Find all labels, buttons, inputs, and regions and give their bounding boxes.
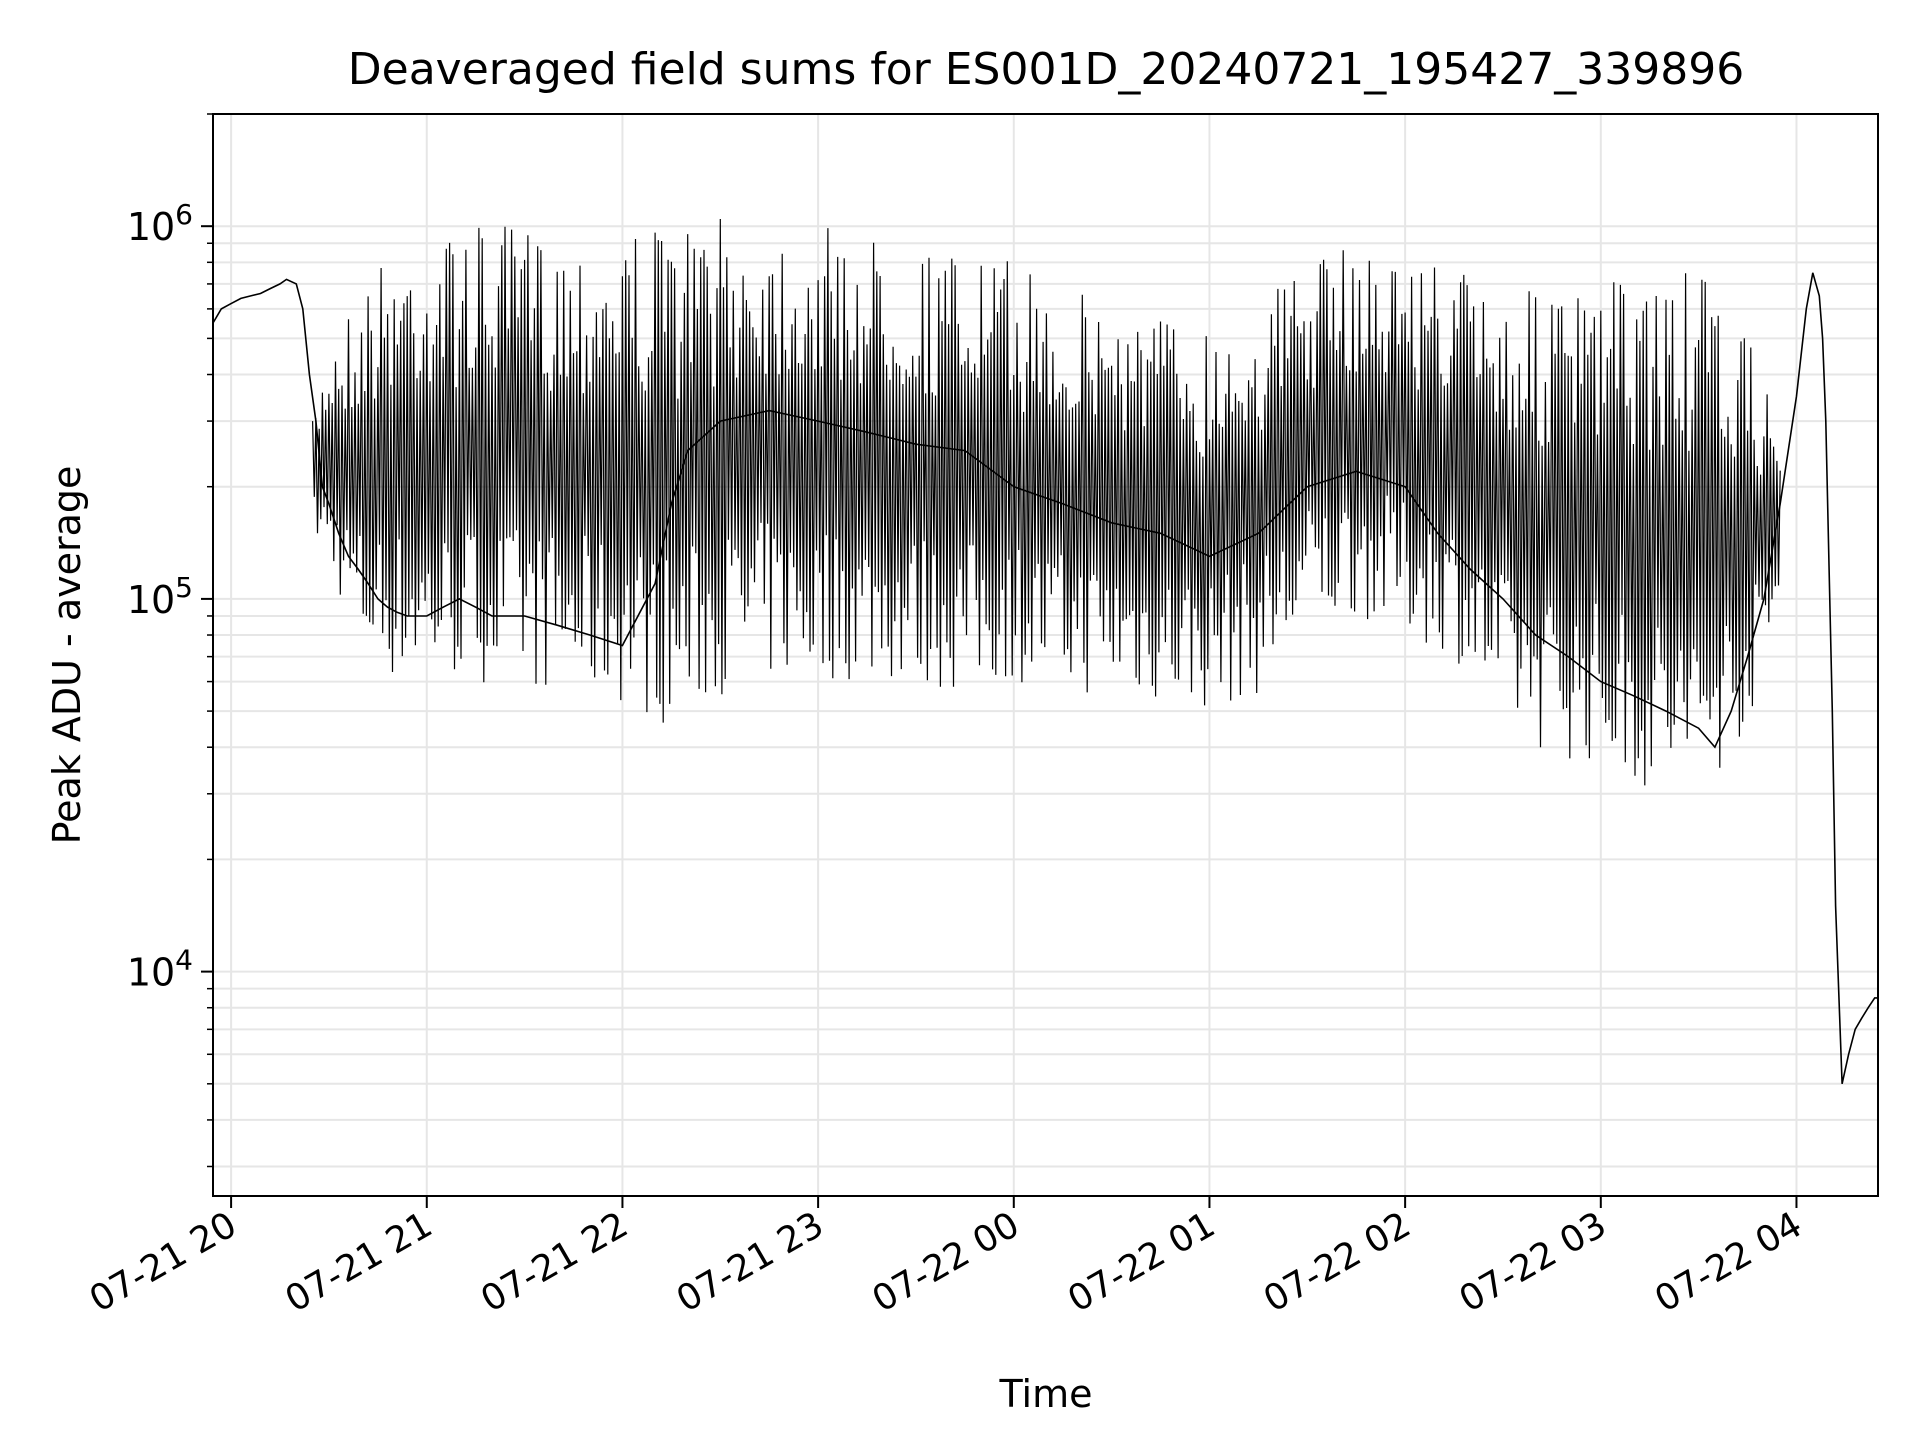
plot-frame <box>212 113 1879 1197</box>
y-tick-label: 105 <box>127 571 193 622</box>
data-series-envelope <box>312 218 1781 786</box>
y-axis-label: Peak ADU - average <box>45 466 89 845</box>
x-axis-label: Time <box>999 1372 1093 1416</box>
chart-title: Deaveraged field sums for ES001D_2024072… <box>348 44 1744 95</box>
data-series-spikes <box>312 218 1781 786</box>
y-tick-label: 104 <box>127 944 193 995</box>
data-series-line <box>212 272 1878 1084</box>
y-axis-ticks: 104 105 106 <box>127 113 213 1168</box>
y-tick-label: 106 <box>127 198 193 249</box>
